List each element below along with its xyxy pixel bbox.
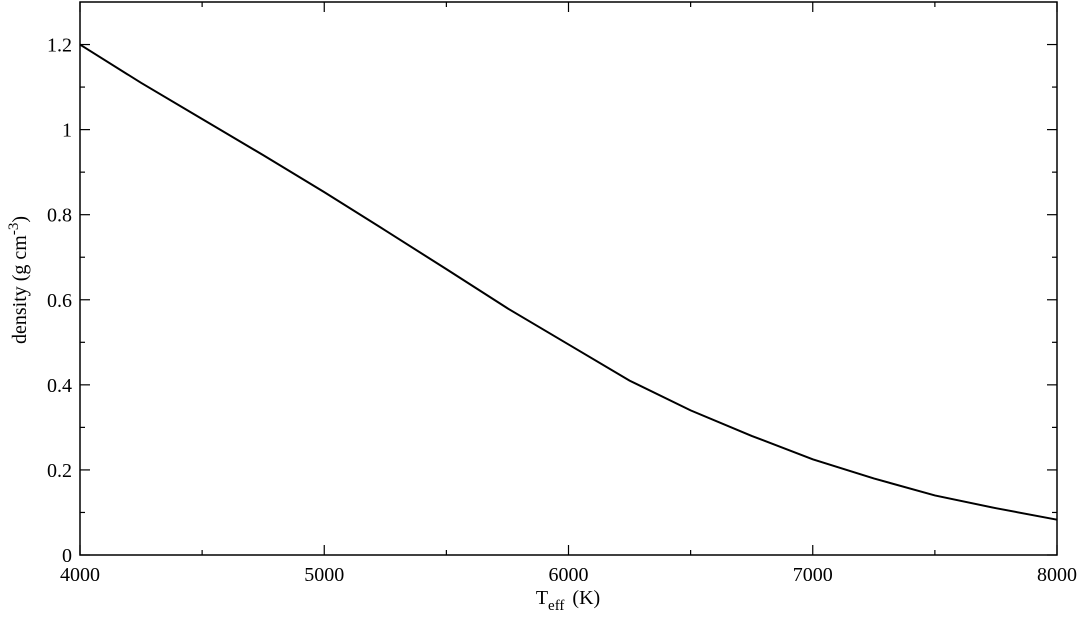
x-tick-label: 7000 — [793, 564, 833, 586]
x-axis-label: Teff (K) — [536, 587, 600, 614]
y-tick-label: 0.2 — [47, 460, 72, 482]
x-label-main: T — [536, 587, 548, 609]
y-label-rest: ) — [9, 216, 31, 223]
x-tick-label: 4000 — [60, 564, 100, 586]
data-line — [79, 43, 1058, 521]
x-tick-label: 6000 — [549, 564, 589, 586]
y-tick-label: 0 — [62, 545, 72, 567]
y-tick-label: 0.8 — [47, 205, 72, 227]
y-tick-label: 1.2 — [47, 35, 72, 57]
y-axis-label: density (g cm-3) — [6, 216, 31, 344]
y-label-main: density (g cm — [9, 235, 31, 344]
x-tick-label: 8000 — [1037, 564, 1077, 586]
x-label-sub: eff — [548, 598, 564, 614]
y-tick-label: 1 — [62, 120, 72, 142]
y-tick-label: 0.4 — [47, 375, 72, 397]
x-tick-label: 5000 — [304, 564, 344, 586]
y-tick-label: 0.6 — [47, 290, 72, 312]
x-label-rest: (K) — [572, 587, 600, 609]
plot-frame — [79, 1, 1058, 556]
y-label-sup: -3 — [6, 223, 22, 236]
